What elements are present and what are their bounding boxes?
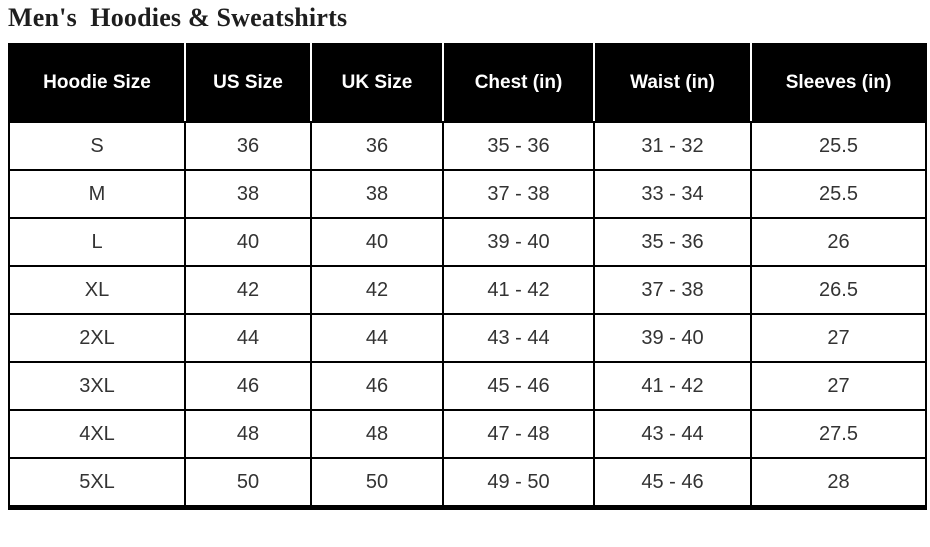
table-cell: 43 - 44 [593,409,752,459]
column-header-chest: Chest (in) [443,44,595,123]
column-header-sleeves: Sleeves (in) [751,44,927,123]
column-header-uk-size: UK Size [311,44,444,123]
table-row: 4XL 48 48 47 - 48 43 - 44 27.5 [8,409,927,459]
table-cell: 37 - 38 [442,169,595,219]
table-cell: 40 [184,217,312,267]
table-cell: 27 [750,361,927,411]
column-header-waist: Waist (in) [594,44,752,123]
table-cell: 33 - 34 [593,169,752,219]
table-cell: 28 [750,457,927,509]
table-cell: 35 - 36 [593,217,752,267]
table-cell: 49 - 50 [442,457,595,509]
table-cell: 42 [184,265,312,315]
table-cell: 25.5 [750,121,927,171]
table-cell: 26.5 [750,265,927,315]
table-cell: 38 [310,169,444,219]
table-cell: 35 - 36 [442,121,595,171]
size-chart-table: Hoodie Size US Size UK Size Chest (in) W… [8,43,927,510]
table-cell: 50 [310,457,444,509]
table-cell: 39 - 40 [442,217,595,267]
table-cell: 36 [184,121,312,171]
table-row: M 38 38 37 - 38 33 - 34 25.5 [8,169,927,219]
hoodie-size-cell: XL [8,265,186,315]
table-cell: 36 [310,121,444,171]
table-cell: 42 [310,265,444,315]
table-cell: 48 [310,409,444,459]
table-row: 3XL 46 46 45 - 46 41 - 42 27 [8,361,927,411]
table-cell: 39 - 40 [593,313,752,363]
table-cell: 41 - 42 [442,265,595,315]
table-cell: 46 [310,361,444,411]
hoodie-size-cell: 4XL [8,409,186,459]
table-cell: 45 - 46 [593,457,752,509]
table-cell: 47 - 48 [442,409,595,459]
table-row: S 36 36 35 - 36 31 - 32 25.5 [8,121,927,171]
table-cell: 44 [184,313,312,363]
table-cell: 44 [310,313,444,363]
table-row: 5XL 50 50 49 - 50 45 - 46 28 [8,457,927,509]
table-cell: 40 [310,217,444,267]
table-cell: 38 [184,169,312,219]
hoodie-size-cell: 3XL [8,361,186,411]
table-cell: 41 - 42 [593,361,752,411]
hoodie-size-cell: 2XL [8,313,186,363]
hoodie-size-cell: 5XL [8,457,186,509]
table-cell: 45 - 46 [442,361,595,411]
hoodie-size-cell: M [8,169,186,219]
column-header-hoodie-size: Hoodie Size [9,44,186,123]
page-title: Men's Hoodies & Sweatshirts [8,3,348,32]
table-cell: 37 - 38 [593,265,752,315]
hoodie-size-cell: L [8,217,186,267]
table-cell: 25.5 [750,169,927,219]
table-cell: 50 [184,457,312,509]
table-cell: 27 [750,313,927,363]
table-row: XL 42 42 41 - 42 37 - 38 26.5 [8,265,927,315]
table-cell: 31 - 32 [593,121,752,171]
table-cell: 26 [750,217,927,267]
table-cell: 46 [184,361,312,411]
size-chart-body: S 36 36 35 - 36 31 - 32 25.5 M 38 38 37 - 38 33 - … [8,121,927,509]
header-row: Hoodie Size US Size UK Size Chest (in) W… [9,44,927,123]
hoodie-size-cell: S [8,121,186,171]
column-header-us-size: US Size [185,44,312,123]
table-cell: 27.5 [750,409,927,459]
table-row: 2XL 44 44 43 - 44 39 - 40 27 [8,313,927,363]
table-cell: 43 - 44 [442,313,595,363]
table-row: L 40 40 39 - 40 35 - 36 26 [8,217,927,267]
table-cell: 48 [184,409,312,459]
